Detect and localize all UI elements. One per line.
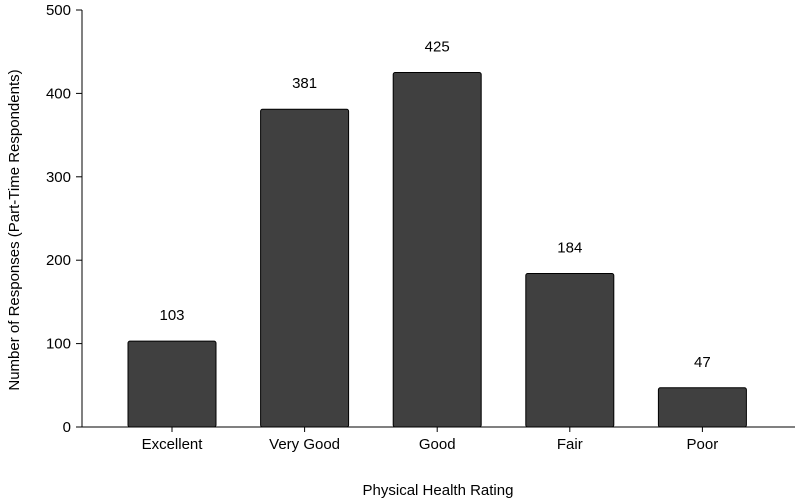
data-labels: 103 381 425 184 47 xyxy=(159,39,710,371)
bar xyxy=(657,387,747,428)
y-tick-label: 500 xyxy=(46,2,71,19)
bar xyxy=(525,273,615,428)
data-label: 47 xyxy=(694,354,711,371)
data-label: 184 xyxy=(557,240,582,257)
data-label: 425 xyxy=(425,39,450,56)
x-tick-label: Excellent xyxy=(142,436,204,453)
bar xyxy=(127,340,217,428)
x-axis-title: Physical Health Rating xyxy=(363,482,514,499)
bars xyxy=(127,72,747,428)
bar xyxy=(260,108,350,428)
bar xyxy=(392,72,482,428)
data-label: 381 xyxy=(292,75,317,92)
y-axis-title: Number of Responses (Part-Time Responden… xyxy=(6,69,23,390)
x-tick-label: Poor xyxy=(687,436,719,453)
x-axis-ticks: Excellent Very Good Good Fair Poor xyxy=(142,427,719,453)
y-tick-label: 200 xyxy=(46,252,71,269)
x-tick-label: Very Good xyxy=(269,436,340,453)
y-axis-ticks: 0 100 200 300 400 500 xyxy=(46,2,82,436)
data-label: 103 xyxy=(159,307,184,324)
y-tick-label: 0 xyxy=(63,419,71,436)
x-tick-label: Fair xyxy=(557,436,583,453)
x-tick-label: Good xyxy=(419,436,456,453)
y-tick-label: 300 xyxy=(46,169,71,186)
y-tick-label: 100 xyxy=(46,336,71,353)
y-tick-label: 400 xyxy=(46,85,71,102)
